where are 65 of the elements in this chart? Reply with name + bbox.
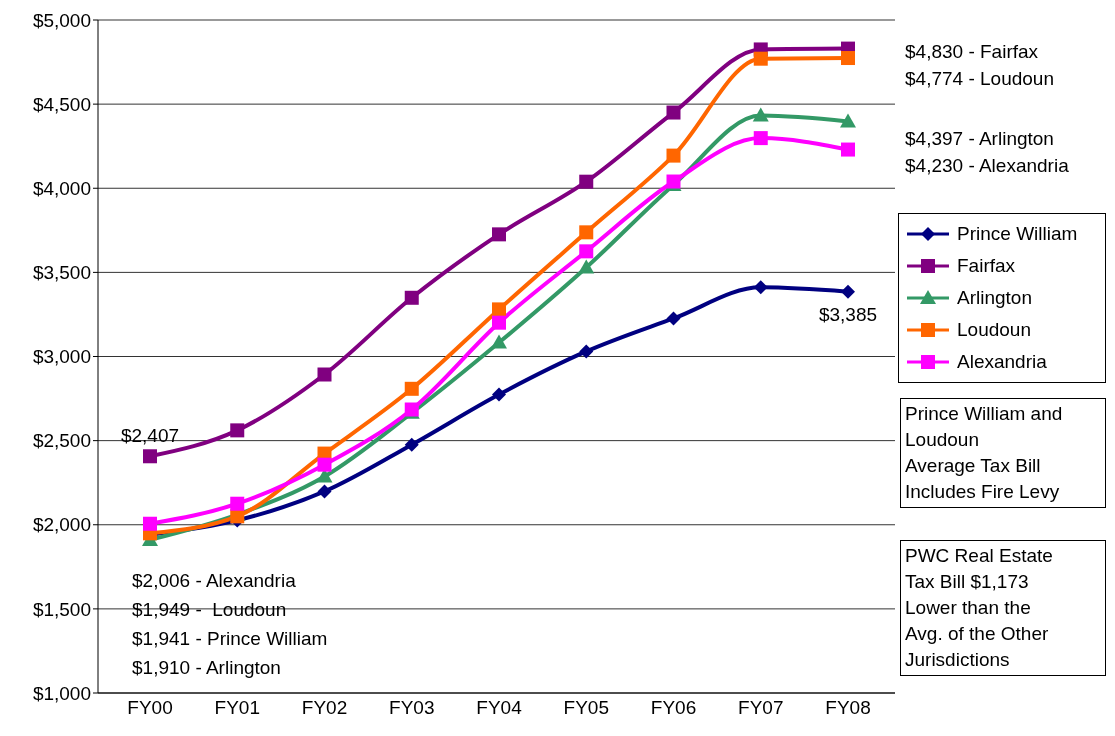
point	[404, 381, 419, 396]
point	[578, 259, 595, 274]
legend-label: Prince William	[957, 223, 1078, 245]
point	[317, 457, 332, 472]
point	[230, 423, 245, 438]
y-tick-label: $2,000	[32, 514, 91, 536]
annotation: $1,941 - Prince William	[132, 627, 329, 651]
point	[666, 148, 681, 163]
y-tick-label: $1,000	[32, 682, 91, 704]
legend-label: Loudoun	[957, 319, 1031, 341]
x-tick-label: FY00	[127, 697, 173, 719]
point	[230, 496, 245, 511]
point	[143, 516, 157, 531]
point	[492, 302, 506, 317]
x-tick-label: FY02	[301, 697, 348, 719]
legend-label: Alexandria	[957, 351, 1047, 373]
point	[752, 107, 769, 122]
x-tick-label: FY01	[214, 697, 260, 719]
point	[666, 311, 681, 326]
point	[492, 315, 506, 330]
annotation: $2,006 - Alexandria	[132, 569, 297, 593]
point	[840, 113, 856, 128]
point	[579, 174, 594, 189]
text: $4,397 - Arlington	[905, 127, 1055, 151]
x-tick-label: FY05	[563, 697, 609, 719]
point	[841, 51, 855, 66]
point	[492, 387, 506, 402]
point	[492, 227, 506, 242]
y-tick-label: $4,000	[32, 177, 91, 199]
point	[404, 437, 419, 452]
x-tick-label: FY08	[825, 697, 871, 719]
text: Prince William and Loudoun Average Tax Bill Includes Fire Levy	[900, 398, 1106, 508]
x-tick-label: FY03	[389, 697, 435, 719]
text: PWC Real Estate Tax Bill $1,173 Lower than the Avg. of the Other Jurisdictions	[900, 540, 1106, 676]
annotation: $1,910 - Arlington	[132, 656, 282, 680]
point	[579, 344, 594, 359]
x-tick-label: FY07	[738, 697, 784, 719]
y-tick-label: $4,500	[32, 93, 91, 115]
point	[666, 105, 681, 120]
point	[753, 280, 768, 295]
text: $4,774 - Loudoun	[905, 67, 1055, 91]
point	[579, 225, 594, 240]
legend-label: Arlington	[957, 287, 1032, 309]
point	[404, 290, 419, 305]
point	[841, 142, 855, 157]
point	[753, 131, 768, 146]
y-tick-label: $2,500	[32, 430, 91, 452]
point	[491, 334, 507, 349]
point	[579, 244, 594, 259]
annotation: $1,949 - Loudoun	[132, 598, 288, 622]
text: $4,830 - Fairfax	[905, 40, 1040, 64]
x-tick-label: FY04	[476, 697, 523, 719]
point	[841, 284, 855, 299]
point	[317, 484, 332, 499]
y-tick-label: $3,000	[32, 346, 91, 368]
annotation: $3,385	[818, 304, 878, 326]
point	[143, 449, 157, 464]
point	[753, 51, 768, 66]
y-tick-label: $3,500	[32, 262, 91, 284]
point	[317, 367, 332, 382]
legend-label: Fairfax	[957, 255, 1016, 277]
y-tick-label: $1,500	[32, 598, 91, 620]
text: $4,230 - Alexandria	[905, 154, 1069, 178]
y-tick-label: $5,000	[32, 9, 91, 31]
x-tick-label: FY06	[650, 697, 697, 719]
